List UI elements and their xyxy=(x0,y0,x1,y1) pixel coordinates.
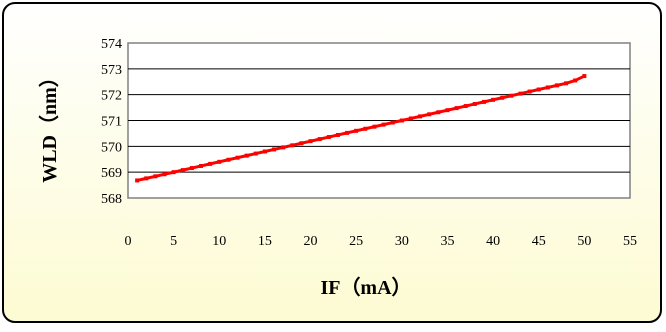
data-point xyxy=(454,106,459,111)
y-tick-labels: 568 569 570 571 572 573 574 xyxy=(101,37,122,207)
y-tick-label: 572 xyxy=(101,89,122,104)
x-tick-label: 30 xyxy=(395,234,409,249)
data-point xyxy=(491,97,496,102)
data-point xyxy=(208,161,213,166)
data-point xyxy=(536,87,541,92)
data-point xyxy=(326,135,331,140)
data-point xyxy=(463,104,468,109)
data-point xyxy=(226,157,231,162)
data-point xyxy=(272,147,277,152)
data-point xyxy=(582,74,587,79)
data-point xyxy=(180,168,185,173)
data-point xyxy=(445,108,450,113)
data-point xyxy=(345,130,350,135)
y-tick-label: 573 xyxy=(101,63,122,78)
data-point xyxy=(299,141,304,146)
data-point xyxy=(408,116,413,121)
data-point xyxy=(354,128,359,133)
data-point xyxy=(244,153,249,158)
data-point xyxy=(135,178,140,183)
data-point xyxy=(518,91,523,96)
data-point xyxy=(545,85,550,90)
data-point xyxy=(189,166,194,171)
data-point xyxy=(199,163,204,168)
x-tick-label: 0 xyxy=(125,234,132,249)
y-tick-label: 571 xyxy=(101,115,122,130)
data-point xyxy=(290,143,295,148)
data-point xyxy=(235,155,240,160)
data-point xyxy=(381,122,386,127)
data-point xyxy=(564,81,569,86)
x-tick-label: 35 xyxy=(440,234,454,249)
y-tick-label: 574 xyxy=(101,37,122,52)
data-point xyxy=(372,124,377,129)
x-tick-label: 25 xyxy=(349,234,363,249)
data-point xyxy=(500,95,505,100)
y-tick-label: 570 xyxy=(101,140,122,155)
x-tick-labels: 0 5 10 15 20 25 30 35 40 45 50 55 xyxy=(125,234,638,249)
data-point xyxy=(253,151,258,156)
data-point xyxy=(418,114,423,119)
data-point xyxy=(427,112,432,117)
data-point xyxy=(262,149,267,154)
data-point xyxy=(527,89,532,94)
y-tick-label: 569 xyxy=(101,166,122,181)
gridlines xyxy=(128,68,630,173)
data-point xyxy=(162,172,167,177)
x-tick-label: 20 xyxy=(304,234,318,249)
data-point xyxy=(436,110,441,115)
data-point xyxy=(399,118,404,123)
data-point xyxy=(509,93,514,98)
x-tick-label: 50 xyxy=(577,234,591,249)
data-point xyxy=(217,159,222,164)
data-point xyxy=(481,99,486,104)
data-point xyxy=(554,83,559,88)
x-tick-label: 10 xyxy=(212,234,226,249)
x-axis-title: IF（mA） xyxy=(320,276,411,299)
x-tick-label: 55 xyxy=(623,234,637,249)
data-point xyxy=(153,174,158,179)
data-point xyxy=(281,145,286,150)
data-point xyxy=(390,120,395,125)
y-axis-title: WLD（nm） xyxy=(38,67,61,183)
x-tick-label: 15 xyxy=(258,234,272,249)
data-point xyxy=(472,101,477,106)
data-point xyxy=(363,126,368,131)
data-point xyxy=(317,137,322,142)
data-point xyxy=(144,176,149,181)
x-tick-label: 45 xyxy=(532,234,546,249)
data-point xyxy=(335,132,340,137)
data-point xyxy=(308,139,313,144)
x-tick-label: 5 xyxy=(170,234,177,249)
y-tick-label: 568 xyxy=(101,192,122,207)
x-tick-label: 40 xyxy=(486,234,500,249)
data-point xyxy=(171,170,176,175)
data-point xyxy=(573,78,578,83)
series-layer xyxy=(135,74,587,183)
